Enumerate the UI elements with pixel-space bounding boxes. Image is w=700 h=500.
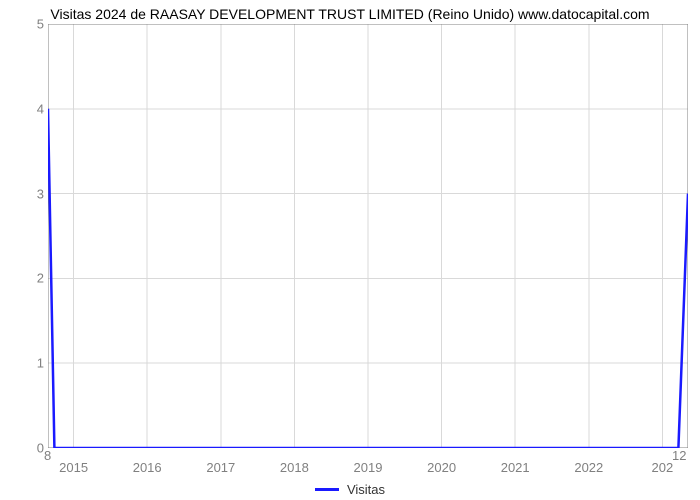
x-tick-label: 2020 <box>427 460 456 475</box>
chart-container: Visitas 2024 de RAASAY DEVELOPMENT TRUST… <box>0 0 700 500</box>
y-tick-label: 5 <box>37 17 44 32</box>
y-tick-label: 4 <box>37 101 44 116</box>
legend: Visitas <box>0 478 700 497</box>
y-tick-label: 0 <box>37 441 44 456</box>
x-tick-label: 2022 <box>574 460 603 475</box>
legend-swatch <box>315 488 339 491</box>
x-tick-label: 202 <box>652 460 674 475</box>
x-range-start: 8 <box>44 448 51 463</box>
x-tick-label: 2017 <box>206 460 235 475</box>
legend-item: Visitas <box>315 482 385 497</box>
y-tick-label: 1 <box>37 356 44 371</box>
x-tick-label: 2021 <box>501 460 530 475</box>
plot-area <box>48 24 688 448</box>
x-tick-label: 2019 <box>354 460 383 475</box>
legend-label: Visitas <box>347 482 385 497</box>
y-tick-label: 3 <box>37 186 44 201</box>
x-tick-label: 2015 <box>59 460 88 475</box>
x-range-end: 12 <box>672 448 686 463</box>
chart-title: Visitas 2024 de RAASAY DEVELOPMENT TRUST… <box>0 6 700 22</box>
x-tick-label: 2018 <box>280 460 309 475</box>
x-tick-label: 2016 <box>133 460 162 475</box>
v-grid <box>74 24 663 448</box>
y-tick-label: 2 <box>37 271 44 286</box>
